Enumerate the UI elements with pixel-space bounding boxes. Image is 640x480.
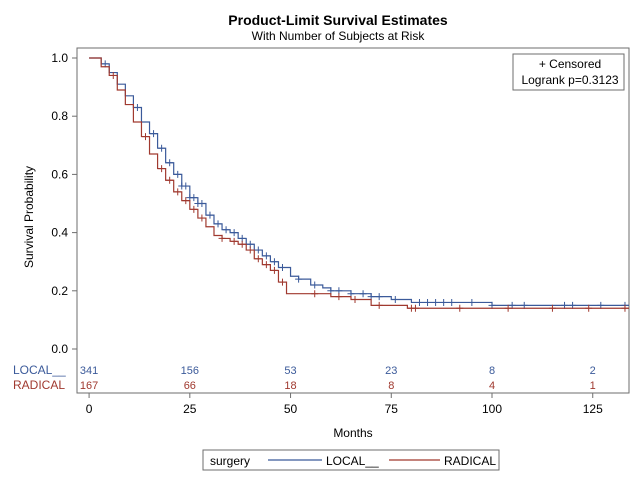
censor-mark-radical xyxy=(198,214,206,222)
inset-logrank-label: Logrank p=0.3123 xyxy=(521,73,618,87)
censor-mark-radical xyxy=(262,261,270,269)
censor-mark-radical xyxy=(375,301,383,309)
y-tick-label: 1.0 xyxy=(51,51,68,65)
censor-mark-local xyxy=(198,200,206,207)
plot-frame xyxy=(76,47,630,394)
y-tick-label: 0.8 xyxy=(51,109,68,123)
censor-mark-radical xyxy=(411,304,419,312)
survival-line-local xyxy=(89,57,629,306)
legend-label-local: LOCAL__ xyxy=(326,454,379,468)
censor-mark-radical xyxy=(254,255,262,263)
censor-mark-local xyxy=(262,252,270,260)
at-risk-count: 156 xyxy=(181,365,199,377)
y-axis: 0.0 0.2 0.4 0.6 0.8 1.0 xyxy=(51,51,77,356)
censor-mark-radical xyxy=(158,165,166,173)
censor-mark-local xyxy=(222,226,230,234)
series-layer xyxy=(89,57,629,312)
censor-mark-radical xyxy=(456,304,464,312)
at-risk-count: 23 xyxy=(385,365,397,377)
censor-mark-radical xyxy=(335,293,343,301)
censor-mark-radical xyxy=(548,304,556,312)
censor-mark-radical xyxy=(174,188,182,196)
censor-mark-local xyxy=(206,211,214,219)
chart-title: Product-Limit Survival Estimates xyxy=(228,12,448,28)
censor-mark-radical xyxy=(351,296,359,304)
censor-mark-radical xyxy=(238,240,246,248)
x-axis: 0 25 50 75 100 125 xyxy=(86,393,603,416)
x-tick-label: 125 xyxy=(583,402,603,416)
at-risk-count: 18 xyxy=(284,380,296,392)
x-tick-label: 50 xyxy=(284,402,298,416)
at-risk-count: 1 xyxy=(590,380,596,392)
at-risk-count: 2 xyxy=(590,365,596,377)
censor-mark-local xyxy=(230,229,238,237)
inset-box: + Censored Logrank p=0.3123 xyxy=(512,53,625,91)
y-tick-label: 0.0 xyxy=(51,342,68,356)
censor-mark-local xyxy=(182,182,190,190)
at-risk-count: 167 xyxy=(80,380,98,392)
x-axis-label: Months xyxy=(333,426,372,440)
x-tick-label: 100 xyxy=(482,402,502,416)
censor-mark-radical xyxy=(230,237,238,245)
x-tick-label: 0 xyxy=(86,402,93,416)
censor-mark-radical xyxy=(270,266,278,274)
y-tick-label: 0.4 xyxy=(51,226,68,240)
censor-mark-local xyxy=(415,298,423,306)
censor-mark-radical xyxy=(109,71,117,79)
censor-mark-local xyxy=(214,220,222,228)
censor-mark-local xyxy=(432,298,440,306)
y-axis-label: Survival Probability xyxy=(22,166,36,268)
censor-mark-local xyxy=(133,103,141,111)
censor-mark-radical xyxy=(621,304,629,312)
censor-mark-local xyxy=(150,130,158,138)
x-tick-label: 25 xyxy=(183,402,197,416)
at-risk-count: 4 xyxy=(489,380,495,392)
censor-mark-local xyxy=(190,194,198,202)
censor-mark-local xyxy=(254,246,262,254)
at-risk-count: 8 xyxy=(489,365,495,377)
censor-mark-radical xyxy=(190,205,198,213)
censor-mark-local xyxy=(424,298,432,306)
censor-mark-local xyxy=(166,159,174,167)
censor-mark-local xyxy=(448,298,456,306)
at-risk-count: 66 xyxy=(184,380,196,392)
legend-title: surgery xyxy=(210,454,250,468)
censor-mark-local xyxy=(278,264,286,272)
censor-mark-radical xyxy=(278,278,286,286)
chart-subtitle: With Number of Subjects at Risk xyxy=(252,29,426,43)
x-tick-label: 75 xyxy=(385,402,399,416)
censor-mark-local xyxy=(440,298,448,306)
at-risk-table: LOCAL__ 341 156 53 23 8 2 RADICAL 167 66 18 8 4 1 xyxy=(13,363,596,392)
legend: surgery LOCAL__ RADICAL xyxy=(202,449,500,471)
censor-mark-radical xyxy=(311,290,319,298)
censor-mark-local xyxy=(270,258,278,266)
censor-mark-radical xyxy=(141,133,149,141)
censor-mark-local xyxy=(359,290,367,298)
y-tick-label: 0.2 xyxy=(51,284,68,298)
censor-mark-local xyxy=(295,275,303,283)
censor-mark-local xyxy=(311,281,319,289)
at-risk-row-label: LOCAL__ xyxy=(13,363,66,377)
censor-mark-local xyxy=(391,296,399,304)
at-risk-count: 341 xyxy=(80,365,98,377)
y-tick-label: 0.6 xyxy=(51,167,68,181)
censor-mark-radical xyxy=(504,304,512,312)
censor-mark-radical xyxy=(218,234,226,242)
censor-mark-radical xyxy=(585,304,593,312)
censor-mark-local xyxy=(174,170,182,178)
censor-mark-local xyxy=(375,293,383,301)
censor-mark-radical xyxy=(166,176,174,184)
censor-mark-radical xyxy=(182,197,190,205)
inset-censored-label: + Censored xyxy=(539,57,601,71)
legend-label-radical: RADICAL xyxy=(444,454,496,468)
at-risk-row-label: RADICAL xyxy=(13,378,65,392)
at-risk-count: 8 xyxy=(388,380,394,392)
censor-mark-radical xyxy=(246,246,254,254)
censor-mark-local xyxy=(158,144,166,152)
at-risk-count: 53 xyxy=(284,365,296,377)
censor-mark-local xyxy=(468,298,476,306)
